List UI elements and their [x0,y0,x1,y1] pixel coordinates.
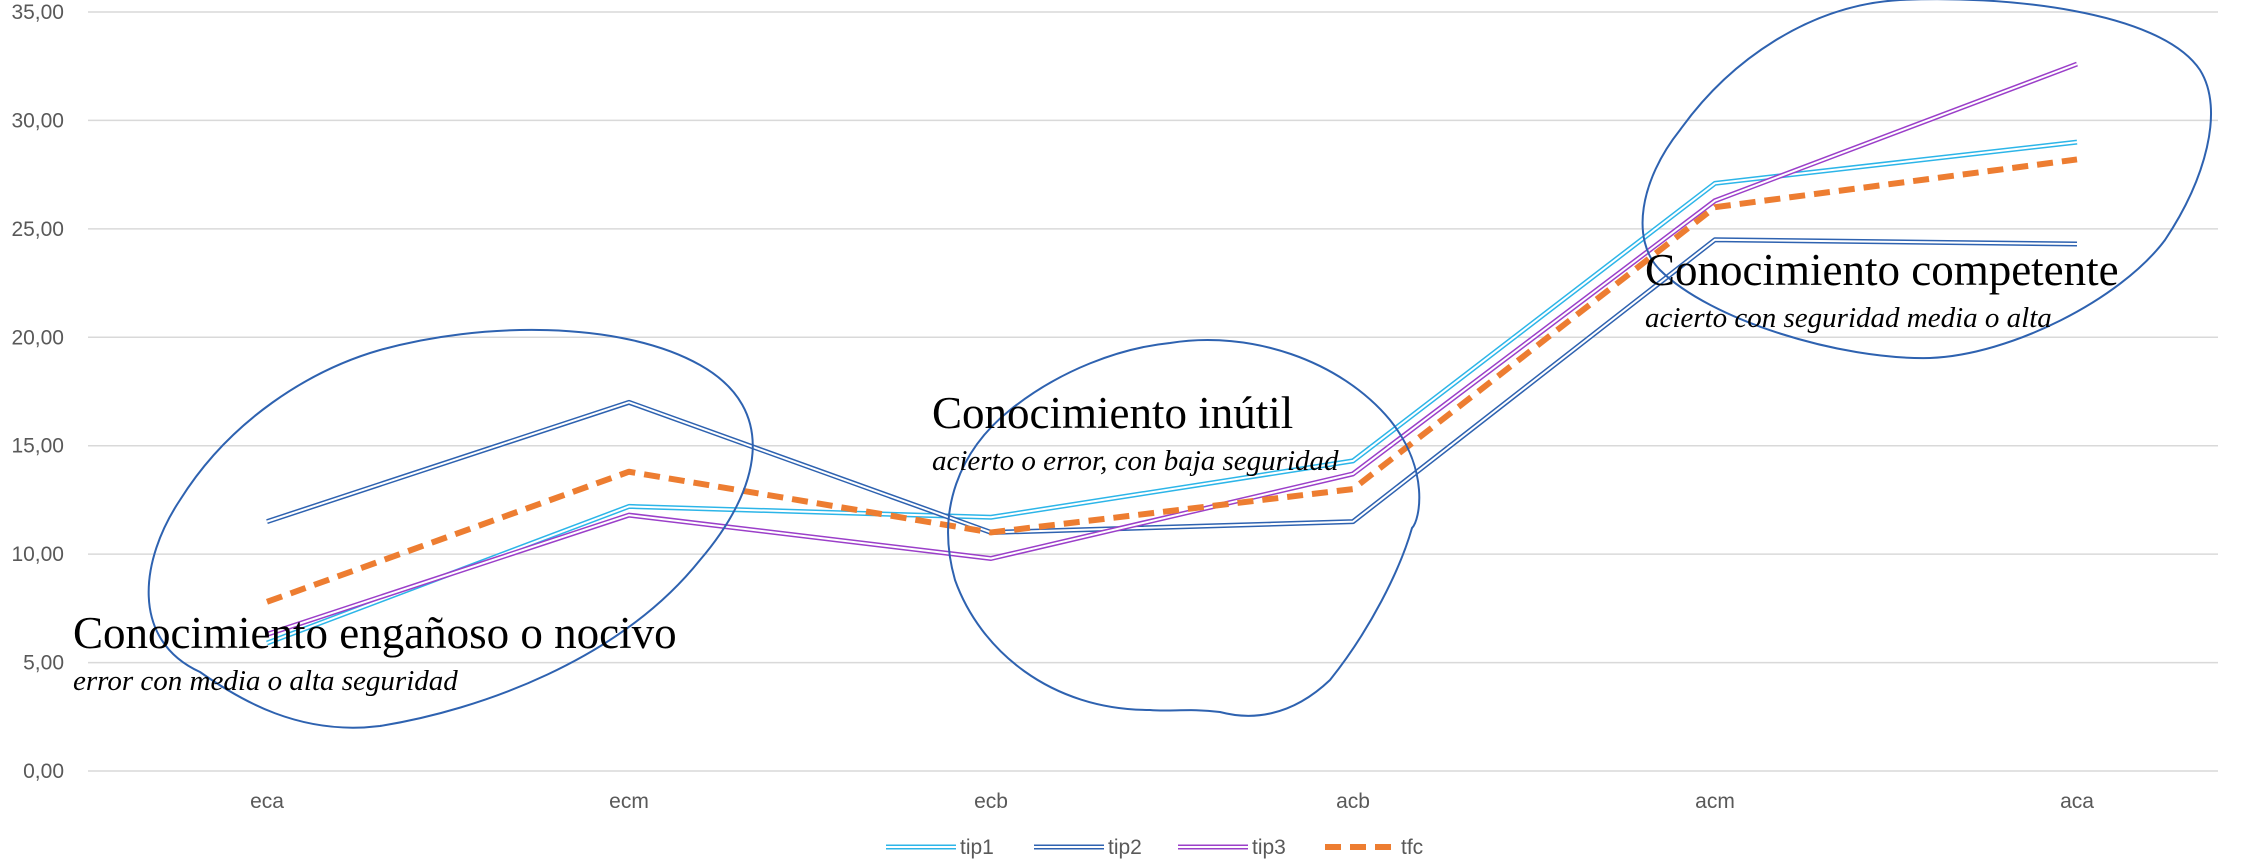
ellipse-competent [1641,0,2212,360]
series-line-tip3 [266,61,2078,637]
legend-label-tfc: tfc [1401,836,1423,859]
x-tick-label: ecm [609,790,649,813]
annotation-title-misleading: Conocimiento engañoso o nocivo [73,608,677,658]
annotation-subtitle-misleading: error con media o alta seguridad [73,665,458,697]
y-tick-label: 30,00 [11,109,64,132]
ellipse-misleading [147,328,754,729]
ellipse-useless [947,339,1421,717]
y-tick-label: 20,00 [11,326,64,349]
legend-label-tip1: tip1 [960,836,994,859]
y-axis-labels: 0,00 5,00 10,00 15,00 20,00 25,00 30,00 35,00 [11,1,64,783]
legend-item-tip1: tip1 [886,836,994,859]
series-line-inner-tip3 [266,63,2078,636]
series-tip3 [266,61,2078,637]
annotation-title-competent: Conocimiento competente [1645,245,2119,295]
legend-label-tip2: tip2 [1108,836,1142,859]
series-lines [265,61,2078,646]
legend-item-tip2: tip2 [1034,836,1142,859]
y-tick-label: 15,00 [11,435,64,458]
annotation-subtitle-useless: acierto o error, con baja seguridad [932,445,1339,477]
annotation-title-useless: Conocimiento inútil [932,388,1293,438]
y-tick-label: 10,00 [11,543,64,566]
y-tick-label: 25,00 [11,218,64,241]
x-tick-label: acm [1695,790,1735,813]
x-tick-label: eca [250,790,284,813]
group-ellipses [147,0,2212,729]
x-tick-label: ecb [974,790,1008,813]
series-line-inner-tip2 [266,238,2078,534]
y-tick-label: 35,00 [11,1,64,24]
annotations: Conocimiento engañoso o nocivo error con… [73,245,2119,697]
y-tick-label: 0,00 [23,760,64,783]
legend: tip1 tip2 tip3 tfc [886,836,1423,859]
x-axis-labels: eca ecm ecb acb acm aca [250,790,2094,813]
series-tip2 [266,237,2078,535]
x-tick-label: acb [1336,790,1370,813]
series-tfc [265,156,2078,605]
series-line-tfc [265,156,2078,605]
legend-item-tfc: tfc [1325,836,1423,859]
annotation-subtitle-competent: acierto con seguridad media o alta [1645,302,2052,334]
x-tick-label: aca [2060,790,2094,813]
legend-item-tip3: tip3 [1178,836,1286,859]
legend-label-tip3: tip3 [1252,836,1286,859]
y-tick-label: 5,00 [23,652,64,675]
